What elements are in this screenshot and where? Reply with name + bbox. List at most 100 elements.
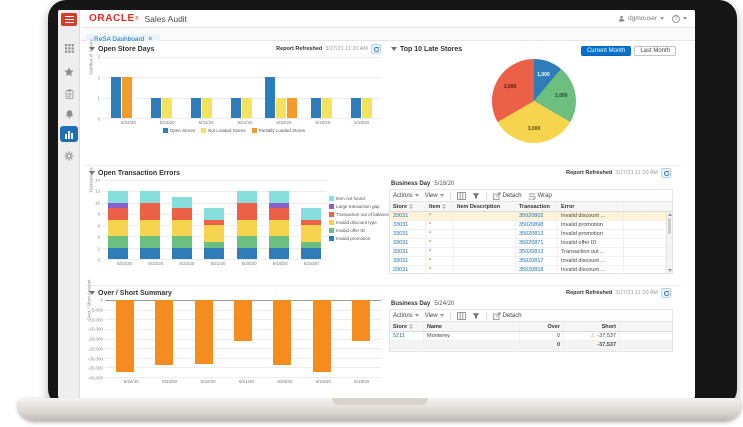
table-row[interactable]: 33031 * 35020817 Invalid discount ... [390, 257, 672, 266]
columns-icon[interactable] [456, 191, 466, 200]
store-link[interactable]: 33031 [393, 258, 409, 264]
pie: 1,000 2,000 3,000 3,000 [492, 59, 576, 143]
favorites-star-icon[interactable] [60, 64, 78, 80]
bar-segment [268, 219, 289, 237]
legend-item: Open Stores [162, 128, 195, 133]
table-row[interactable]: 33031 * 35020813 Transaction out ... [390, 248, 672, 257]
table-row[interactable]: 33031 * 35020871 Invalid offer ID [390, 239, 672, 248]
current-month-button[interactable]: Current Month [580, 46, 632, 56]
store-link[interactable]: 33031 [393, 240, 409, 246]
report-refreshed-timestamp: 3/27/21 11:20 AM [325, 46, 368, 52]
collapse-caret-icon[interactable] [89, 47, 95, 51]
bar-segment [204, 208, 225, 220]
menu-toggle-icon[interactable] [61, 13, 77, 26]
column-header[interactable]: Item Description [454, 202, 516, 211]
bar-segment [108, 208, 129, 220]
table-row[interactable]: 5211 Monterey 0 ⚠ -37,537 [390, 332, 672, 341]
transaction-link[interactable]: 35020813 [519, 231, 544, 237]
bar [312, 300, 331, 373]
bar-group [105, 300, 144, 377]
transaction-link[interactable]: 35020813 [519, 249, 544, 255]
help-menu[interactable]: ? [672, 14, 687, 23]
store-link[interactable]: 33031 [393, 249, 409, 255]
reports-chart-icon[interactable] [60, 126, 78, 142]
pie-slice-label: 1,000 [537, 71, 550, 78]
table-scrollbar[interactable] [666, 212, 672, 273]
bar [155, 300, 174, 366]
detach-button[interactable]: Detach [492, 191, 522, 200]
transaction-errors-table: Store Item Item Description Transaction Erro… [389, 201, 673, 274]
collapse-caret-icon[interactable] [89, 171, 95, 175]
table-row[interactable]: 33031 * 35020802 Invalid discount ... [390, 212, 672, 221]
view-menu[interactable]: View [425, 193, 444, 199]
refresh-icon[interactable] [661, 168, 671, 178]
bar-segment [268, 208, 289, 220]
transaction-link[interactable]: 35020898 [519, 222, 544, 228]
tasks-clipboard-icon[interactable] [60, 86, 78, 102]
bar-segment [300, 247, 321, 259]
refresh-icon[interactable] [661, 288, 671, 298]
pie-slice-label: 3,000 [503, 84, 517, 91]
wrap-button[interactable]: Wrap [528, 192, 552, 200]
transaction-link[interactable]: 35020818 [519, 267, 544, 273]
transaction-errors-chart: Transactions 0 2 4 6 8 10 12 14 5/24/20 5/23/20 5/2… [88, 167, 389, 266]
bar-segment [140, 236, 161, 248]
grid-icon[interactable] [60, 40, 78, 56]
detach-icon [492, 311, 501, 320]
table-row[interactable]: 33031 * 35020813 Invalid promotion [390, 230, 672, 239]
view-menu[interactable]: View [425, 313, 444, 319]
detach-button[interactable]: Detach [492, 311, 522, 320]
table-row[interactable]: 33031 * 35020898 Invalid promotion [390, 221, 672, 230]
filter-icon[interactable] [472, 192, 480, 200]
column-header[interactable]: Transaction [516, 202, 558, 211]
transaction-link[interactable]: 35020817 [519, 258, 544, 264]
bar-group [166, 180, 198, 259]
transaction-link[interactable]: 35020871 [519, 240, 544, 246]
collapse-caret-icon[interactable] [89, 291, 95, 295]
bar-group [263, 300, 302, 377]
app-title: Sales Audit [144, 13, 188, 24]
store-link[interactable]: 5211 [393, 333, 405, 339]
bar-segment [140, 219, 161, 237]
column-header[interactable]: Store [390, 322, 424, 331]
bar-group [342, 300, 381, 377]
refresh-icon[interactable] [371, 44, 381, 54]
columns-icon[interactable] [456, 311, 466, 320]
pie-slice-label: 2,000 [555, 93, 568, 100]
bar [350, 97, 361, 118]
column-header[interactable]: Over [520, 322, 564, 331]
store-link[interactable]: 33031 [393, 267, 409, 273]
warning-icon: ⚠ [590, 333, 596, 339]
business-day-label: Business Day [391, 180, 431, 187]
x-axis-labels: 5/24/20 5/23/20 5/22/20 5/21/20 5/20/20 5/19/… [117, 261, 319, 266]
chart-legend: Open Stores Not Loaded Stores Partially Lo… [87, 128, 381, 133]
y-axis-ticks: 0 2 4 6 8 10 12 14 [94, 177, 100, 263]
column-header[interactable]: Store [390, 202, 426, 211]
store-link[interactable]: 33031 [393, 231, 409, 237]
settings-gear-icon[interactable] [60, 148, 78, 164]
bar-segment [204, 219, 225, 226]
summary-row: 0 -37,537 [390, 341, 672, 350]
bar-segment [108, 202, 129, 209]
notifications-bell-icon[interactable] [60, 106, 78, 122]
bar-segment [236, 191, 257, 203]
tab-close-icon[interactable]: × [148, 36, 153, 43]
column-header[interactable]: Short [564, 322, 620, 331]
column-header[interactable]: Name [424, 322, 520, 331]
collapse-caret-icon[interactable] [391, 47, 397, 51]
bar-segment [300, 242, 321, 248]
legend-item: Item not found [329, 196, 365, 201]
actions-menu[interactable]: Actions [393, 313, 419, 319]
actions-menu[interactable]: Actions [393, 193, 419, 199]
transaction-link[interactable]: 35020802 [519, 213, 544, 219]
user-menu[interactable]: dgmouser [618, 15, 664, 22]
store-link[interactable]: 33031 [393, 222, 409, 228]
store-link[interactable]: 33031 [393, 213, 409, 219]
column-header[interactable]: Error [558, 202, 624, 211]
column-header[interactable]: Item [426, 202, 454, 211]
filter-icon[interactable] [472, 312, 480, 320]
bar-segment [172, 236, 193, 248]
table-row[interactable]: 33031 * 35020818 Invalid discount ... [390, 266, 672, 273]
last-month-button[interactable]: Last Month [634, 46, 676, 56]
